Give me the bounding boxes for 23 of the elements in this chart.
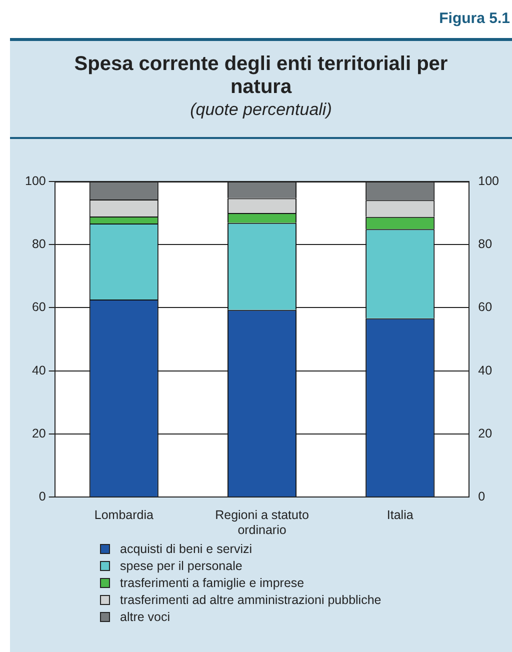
legend-label: altre voci <box>120 610 170 624</box>
y-tick-label: 0 <box>38 489 46 504</box>
y-tick-label: 100 <box>24 174 46 188</box>
y2-tick-label: 40 <box>478 363 492 378</box>
chart-subtitle: (quote percentuali) <box>189 99 333 121</box>
y-tick-label: 40 <box>32 363 46 378</box>
legend-label: trasferimenti ad altre amministrazioni pubbliche <box>120 592 382 606</box>
text: Figura 5.1 <box>439 10 510 27</box>
chart-title: Spesa corrente degli enti territoriali per natura <box>73 52 449 99</box>
x-tick-label: Lombardia <box>94 508 154 522</box>
y-tick-label: 60 <box>32 300 46 314</box>
y2-tick-label: 20 <box>478 426 492 440</box>
y2-tick-label: 60 <box>478 300 492 314</box>
x-tick-label: Regioni a statuto ordinario <box>215 508 309 537</box>
y2-tick-label: 100 <box>478 174 500 188</box>
legend-label: spese per il personale <box>120 558 242 572</box>
legend-label: trasferimenti a famiglie e imprese <box>120 576 304 590</box>
x-tick-label: Italia <box>386 508 414 522</box>
y-tick-label: 80 <box>32 237 46 252</box>
y2-tick-label: 0 <box>478 489 486 504</box>
y-tick-label: 20 <box>32 426 46 440</box>
y2-tick-label: 80 <box>478 237 492 252</box>
legend-label: acquisti di beni e servizi <box>120 542 252 556</box>
